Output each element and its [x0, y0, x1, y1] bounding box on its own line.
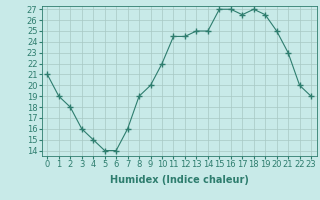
X-axis label: Humidex (Indice chaleur): Humidex (Indice chaleur): [110, 175, 249, 185]
